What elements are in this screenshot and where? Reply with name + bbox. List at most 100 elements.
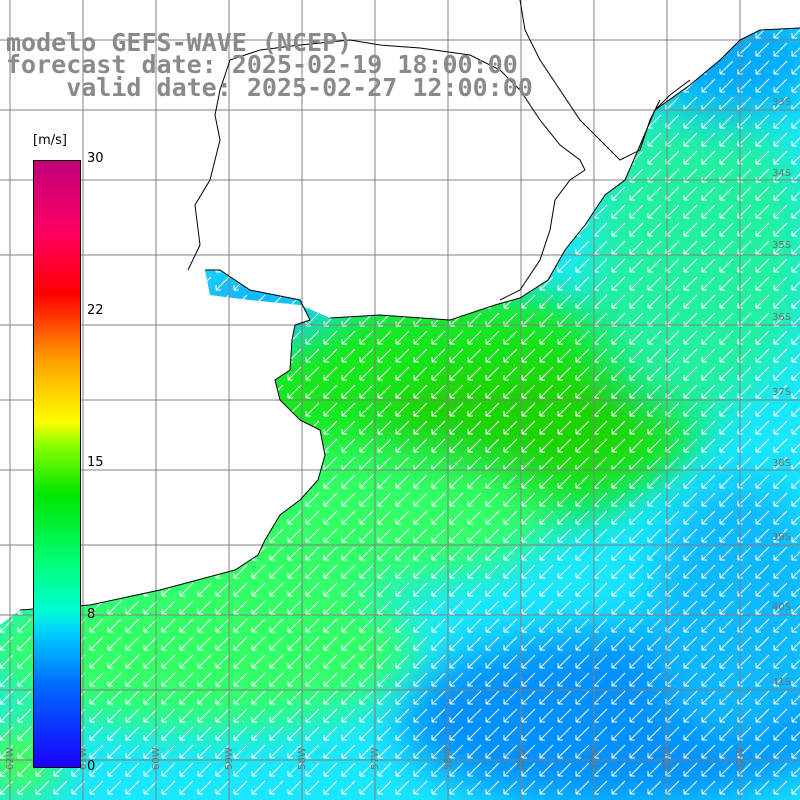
wind-arrow [647, 150, 662, 165]
wind-arrow [0, 132, 14, 147]
wind-arrow [143, 510, 158, 525]
wind-arrow [197, 402, 212, 417]
wind-arrow [215, 600, 230, 615]
wind-arrow [755, 42, 770, 57]
wind-arrow [719, 726, 734, 741]
wind-arrow [269, 654, 284, 669]
wind-arrow [0, 726, 14, 741]
wind-arrow [0, 510, 14, 525]
wind-arrow [503, 726, 518, 741]
wind-arrow [179, 150, 194, 165]
wind-arrow [467, 474, 482, 489]
wind-arrow [557, 600, 572, 615]
wind-arrow [143, 726, 158, 741]
wind-arrow [233, 492, 248, 507]
wind-arrow [233, 222, 248, 237]
wind-arrow [287, 150, 302, 165]
wind-arrow [431, 294, 446, 309]
wind-arrow [17, 546, 32, 561]
wind-arrow [125, 276, 140, 291]
wind-arrow [629, 222, 644, 237]
wind-arrow [107, 204, 122, 219]
wind-arrow [431, 204, 446, 219]
wind-arrow [323, 564, 338, 579]
wind-arrow [251, 348, 266, 363]
wind-arrow [539, 438, 554, 453]
wind-arrow [449, 276, 464, 291]
wind-arrow [683, 222, 698, 237]
wind-arrow [251, 672, 266, 687]
wind-arrow [287, 546, 302, 561]
wind-arrow [89, 222, 104, 237]
wind-arrow [791, 690, 800, 705]
wind-arrow [413, 366, 428, 381]
wind-arrow [395, 204, 410, 219]
colorbar-tick-30: 30 [87, 151, 104, 166]
wind-arrow [0, 456, 14, 471]
wind-arrow [539, 240, 554, 255]
wind-arrow [755, 474, 770, 489]
wind-arrow [611, 60, 626, 75]
wind-arrow [503, 708, 518, 723]
wind-arrow [179, 564, 194, 579]
wind-arrow [413, 708, 428, 723]
lon-label: 60W [151, 747, 162, 770]
wind-arrow [773, 474, 788, 489]
wind-arrow [683, 366, 698, 381]
wind-arrow [269, 690, 284, 705]
wind-arrow [719, 690, 734, 705]
wind-arrow [467, 672, 482, 687]
wind-arrow [611, 330, 626, 345]
wind-arrow [575, 150, 590, 165]
wind-arrow [107, 762, 122, 777]
wind-arrow [539, 474, 554, 489]
wind-arrow [215, 402, 230, 417]
wind-arrow [233, 600, 248, 615]
wind-arrow [143, 780, 158, 795]
wind-arrow [395, 510, 410, 525]
wind-arrow [359, 114, 374, 129]
wind-arrow [251, 330, 266, 345]
wind-arrow [269, 114, 284, 129]
wind-arrow [467, 564, 482, 579]
wind-arrow [791, 654, 800, 669]
wind-arrow [647, 132, 662, 147]
wind-arrow [773, 708, 788, 723]
lon-labels: 62W 61W 60W 59W 58W 57W 56W 55W 54W 53W 52W [5, 747, 746, 770]
wind-arrow [647, 636, 662, 651]
wind-arrow [431, 330, 446, 345]
wind-arrow [791, 204, 800, 219]
wind-arrow [431, 384, 446, 399]
wind-arrow [197, 222, 212, 237]
wind-arrow [755, 402, 770, 417]
wind-arrow [719, 492, 734, 507]
wind-arrow [377, 672, 392, 687]
wind-arrow [611, 600, 626, 615]
wind-arrow [521, 726, 536, 741]
wind-arrow [377, 150, 392, 165]
wind-arrow [341, 420, 356, 435]
wind-arrow [143, 348, 158, 363]
wind-arrow [629, 330, 644, 345]
wind-arrow [89, 582, 104, 597]
wind-arrow [0, 294, 14, 309]
wind-arrow [179, 600, 194, 615]
wind-arrow [89, 708, 104, 723]
wind-arrow [773, 366, 788, 381]
wind-arrow [215, 204, 230, 219]
wind-arrow [359, 492, 374, 507]
wind-arrow [287, 780, 302, 795]
wind-arrow [233, 564, 248, 579]
wind-arrow [161, 276, 176, 291]
wind-arrow [719, 762, 734, 777]
wind-arrow [467, 636, 482, 651]
wind-arrow [17, 348, 32, 363]
wind-arrow [323, 690, 338, 705]
wind-arrow [503, 420, 518, 435]
wind-arrow [287, 222, 302, 237]
wind-arrow [341, 474, 356, 489]
wind-arrow [305, 510, 320, 525]
wind-arrow [359, 636, 374, 651]
wind-arrow [413, 780, 428, 795]
wind-arrow [323, 474, 338, 489]
